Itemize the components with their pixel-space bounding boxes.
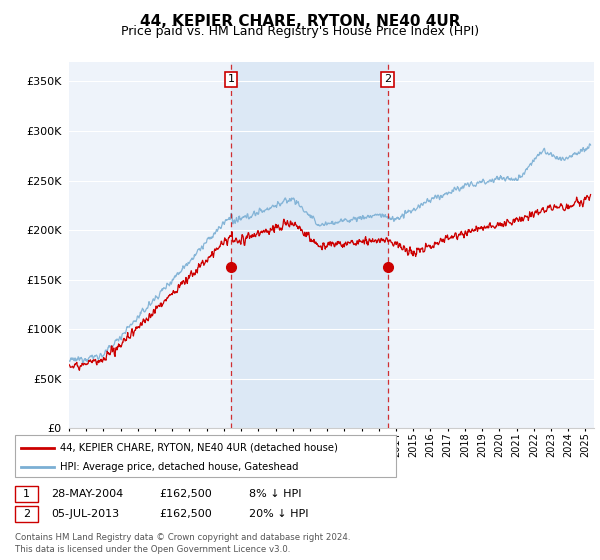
Text: 1: 1 <box>23 489 30 499</box>
Text: Price paid vs. HM Land Registry's House Price Index (HPI): Price paid vs. HM Land Registry's House … <box>121 25 479 38</box>
Text: 8% ↓ HPI: 8% ↓ HPI <box>249 489 302 499</box>
Text: £162,500: £162,500 <box>159 489 212 499</box>
Text: 1: 1 <box>227 74 235 85</box>
Text: 2: 2 <box>23 509 30 519</box>
Text: 05-JUL-2013: 05-JUL-2013 <box>51 509 119 519</box>
Bar <box>231 62 388 428</box>
Text: Contains HM Land Registry data © Crown copyright and database right 2024.
This d: Contains HM Land Registry data © Crown c… <box>15 533 350 554</box>
Text: HPI: Average price, detached house, Gateshead: HPI: Average price, detached house, Gate… <box>60 461 299 472</box>
Text: 20% ↓ HPI: 20% ↓ HPI <box>249 509 308 519</box>
Text: 2: 2 <box>384 74 391 85</box>
Text: 28-MAY-2004: 28-MAY-2004 <box>51 489 123 499</box>
Text: £162,500: £162,500 <box>159 509 212 519</box>
Text: 44, KEPIER CHARE, RYTON, NE40 4UR (detached house): 44, KEPIER CHARE, RYTON, NE40 4UR (detac… <box>60 443 338 452</box>
Text: 44, KEPIER CHARE, RYTON, NE40 4UR: 44, KEPIER CHARE, RYTON, NE40 4UR <box>140 14 460 29</box>
